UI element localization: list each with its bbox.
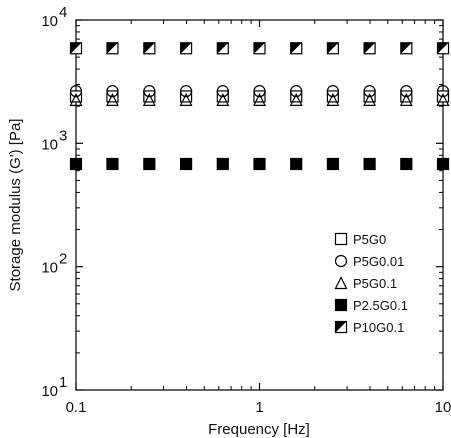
marker-fill xyxy=(254,42,265,54)
data-point xyxy=(216,93,230,106)
data-point xyxy=(69,42,83,55)
data-point xyxy=(216,85,229,98)
x-tick-label: 10 xyxy=(435,399,451,416)
y-tick-label: 10 xyxy=(41,260,58,277)
marker-fill xyxy=(70,42,82,54)
legend-label: P2.5G0.1 xyxy=(353,298,408,313)
data-point xyxy=(69,85,83,98)
data-point xyxy=(253,93,266,106)
x-tick-label: 0.1 xyxy=(66,399,87,416)
data-point xyxy=(69,93,83,106)
legend-marker xyxy=(334,320,348,334)
data-point xyxy=(363,85,376,98)
data-point xyxy=(105,93,119,106)
data-point xyxy=(179,157,193,171)
data-point xyxy=(216,42,229,55)
legend-marker xyxy=(334,254,348,268)
marker-fill xyxy=(437,42,449,54)
data-point xyxy=(400,42,413,55)
data-point xyxy=(253,157,266,171)
marker-fill xyxy=(290,42,302,54)
data-point xyxy=(436,93,450,106)
marker-fill xyxy=(217,42,229,54)
data-point xyxy=(290,85,303,98)
legend-marker xyxy=(334,298,348,312)
y-tick-label: 10 xyxy=(41,136,58,153)
data-point xyxy=(179,85,193,98)
data-point xyxy=(363,93,377,106)
y-tick-exponent: 2 xyxy=(59,251,67,268)
data-point xyxy=(143,42,156,55)
data-point xyxy=(289,93,303,106)
x-axis-label: Frequency [Hz] xyxy=(208,421,310,438)
marker-fill xyxy=(106,42,118,54)
y-tick-label: 10 xyxy=(41,383,58,400)
data-point xyxy=(326,93,340,106)
marker-fill xyxy=(364,42,376,54)
data-point xyxy=(142,93,156,106)
data-point xyxy=(106,42,119,55)
y-axis-label: Storage modulus (G') [Pa] xyxy=(7,119,24,292)
legend-marker xyxy=(334,276,348,290)
data-point xyxy=(216,157,229,171)
data-point xyxy=(399,93,413,106)
data-point xyxy=(253,85,266,98)
y-tick-exponent: 3 xyxy=(59,127,67,144)
marker-fill xyxy=(400,42,412,54)
x-tick-label: 1 xyxy=(255,399,263,416)
data-point xyxy=(253,42,266,55)
data-point xyxy=(290,42,303,55)
legend-label: P10G0.1 xyxy=(353,320,404,335)
data-point xyxy=(363,157,376,171)
data-point xyxy=(363,42,376,55)
legend-label: P5G0 xyxy=(353,232,386,247)
data-point xyxy=(106,85,119,98)
y-tick-exponent: 1 xyxy=(59,374,67,391)
data-point xyxy=(436,85,450,98)
data-points xyxy=(69,42,450,171)
data-point xyxy=(179,93,193,106)
legend-label: P5G0.01 xyxy=(353,254,404,269)
data-point xyxy=(179,42,193,55)
data-point xyxy=(326,157,340,171)
data-point xyxy=(436,42,450,55)
data-point xyxy=(400,85,413,98)
data-point xyxy=(326,42,340,55)
legend-marker xyxy=(334,232,348,246)
legend: P5G0 P5G0.01 P5G0.1 P2.5G0.1 P10G0.1 xyxy=(334,232,408,335)
data-point xyxy=(143,157,156,171)
data-point xyxy=(106,157,119,171)
data-point xyxy=(69,157,83,171)
data-point xyxy=(290,157,303,171)
y-tick-label: 10 xyxy=(41,13,58,30)
marker-fill xyxy=(180,42,192,54)
legend-label: P5G0.1 xyxy=(353,276,397,291)
data-point xyxy=(326,85,340,98)
y-tick-exponent: 4 xyxy=(59,4,67,21)
marker-fill xyxy=(335,321,347,333)
data-point xyxy=(143,85,156,98)
marker-fill xyxy=(327,42,339,54)
data-point xyxy=(436,157,450,171)
marker-fill xyxy=(143,42,155,54)
data-point xyxy=(400,157,413,171)
